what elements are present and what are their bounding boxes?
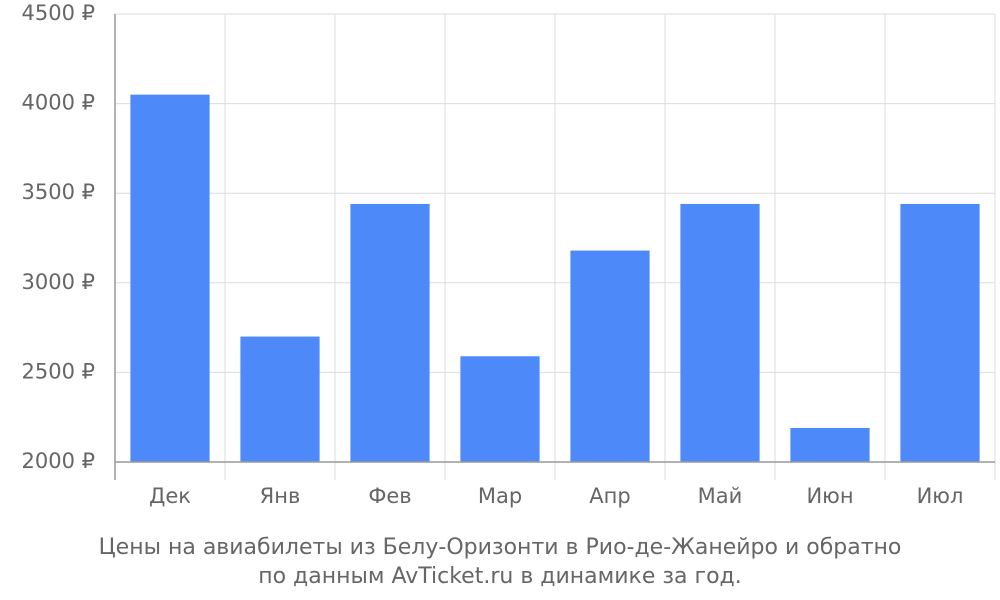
y-tick-label: 4000 ₽ [22, 91, 95, 115]
bar [350, 203, 430, 462]
x-tick-label: Июн [806, 484, 853, 508]
bar [570, 250, 650, 462]
x-tick-label: Июл [917, 484, 964, 508]
y-tick-label: 3500 ₽ [22, 180, 95, 204]
x-tick-label: Апр [589, 484, 630, 508]
y-tick-label: 2500 ₽ [22, 359, 95, 383]
y-tick-label: 4500 ₽ [22, 1, 95, 25]
bar [130, 94, 210, 462]
x-tick-label: Фев [368, 484, 411, 508]
bar [900, 203, 980, 462]
y-tick-label: 2000 ₽ [22, 449, 95, 473]
x-tick-label: Янв [260, 484, 301, 508]
bar [460, 356, 540, 462]
x-tick-label: Дек [149, 484, 191, 508]
bar [240, 336, 320, 462]
bar [680, 203, 760, 462]
chart-title: Цены на авиабилеты из Белу-Оризонти в Ри… [99, 535, 902, 560]
x-tick-label: Мар [478, 484, 522, 508]
x-tick-label: Май [698, 484, 743, 508]
chart-title: по данным AvTicket.ru в динамике за год. [258, 564, 742, 589]
y-tick-label: 3000 ₽ [22, 270, 95, 294]
bar [790, 427, 870, 462]
